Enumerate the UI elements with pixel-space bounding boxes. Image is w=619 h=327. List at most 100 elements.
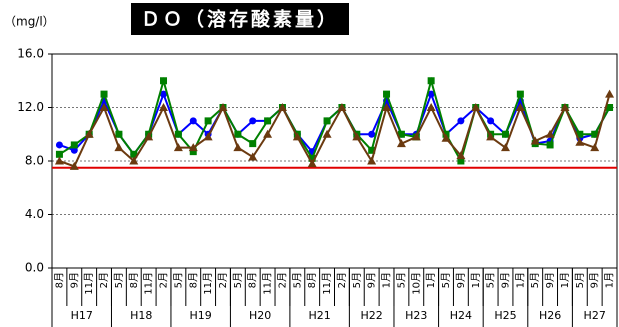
point (605, 89, 615, 98)
series-line (59, 93, 611, 168)
point (84, 129, 94, 138)
point (457, 157, 465, 165)
point (129, 156, 139, 165)
point (307, 159, 317, 168)
point (575, 137, 585, 146)
point (100, 90, 108, 98)
point (218, 103, 228, 111)
point (487, 117, 495, 125)
point (277, 103, 287, 111)
point (233, 143, 243, 152)
x-tick-label: 5月 (113, 272, 125, 288)
x-tick-label: 2月 (158, 272, 170, 288)
point (560, 103, 570, 111)
point (189, 117, 197, 125)
x-tick-label: 8月 (53, 272, 65, 288)
x-tick-label: 11月 (202, 272, 214, 295)
point (606, 104, 614, 111)
point (69, 161, 79, 170)
point (308, 154, 316, 162)
point (546, 141, 554, 149)
point (204, 117, 212, 125)
point (144, 132, 154, 141)
point (516, 90, 524, 98)
point (114, 143, 124, 152)
x-tick-label: 5月 (485, 272, 497, 288)
point (396, 139, 406, 148)
point (264, 117, 272, 125)
group-label: H19 (190, 309, 212, 322)
point (188, 143, 198, 152)
point (160, 77, 168, 85)
x-tick-label: 2月 (276, 272, 288, 288)
point (173, 143, 183, 152)
x-tick-label: 11月 (321, 272, 333, 295)
point (471, 103, 481, 111)
y-tick-label: 8.0 (25, 154, 44, 168)
point (70, 141, 78, 149)
point (427, 90, 435, 98)
point (189, 148, 197, 156)
chart-title: ＤＯ（溶存酸素量） (141, 8, 339, 31)
point (130, 150, 138, 158)
x-tick-label: 9月 (366, 272, 378, 288)
x-tick-label: 5月 (351, 272, 363, 288)
point (292, 132, 302, 141)
group-label: H22 (361, 309, 383, 322)
point (500, 143, 510, 152)
point (337, 103, 347, 111)
point (367, 156, 377, 165)
x-tick-label: 1月 (425, 272, 437, 288)
point (368, 146, 376, 154)
group-label: H21 (308, 309, 330, 322)
point (234, 130, 242, 138)
point (382, 103, 392, 111)
group-label: H27 (584, 309, 606, 322)
x-tick-label: 5月 (440, 272, 452, 288)
point (248, 152, 258, 161)
point (54, 156, 64, 165)
x-tick-label: 8月 (247, 272, 259, 288)
x-tick-label: 5月 (529, 272, 541, 288)
point (590, 143, 600, 152)
point (486, 132, 496, 141)
point (70, 146, 78, 154)
point (159, 103, 169, 111)
group-label: H18 (130, 309, 152, 322)
x-tick-label: 11月 (262, 272, 274, 295)
x-tick-label: 11月 (143, 272, 155, 295)
x-tick-label: 2月 (217, 272, 229, 288)
x-tick-label: 8月 (128, 272, 140, 288)
x-tick-label: 1月 (470, 272, 482, 288)
point (174, 130, 182, 138)
point (352, 132, 362, 141)
point (322, 129, 332, 138)
point (545, 129, 555, 138)
y-tick-label: 12.0 (17, 100, 44, 114)
point (55, 150, 63, 158)
x-tick-label: 2月 (98, 272, 110, 288)
x-tick-label: 11月 (83, 272, 95, 295)
y-tick-label: 16.0 (17, 47, 44, 61)
group-label: H24 (450, 309, 472, 322)
point (397, 130, 405, 138)
point (115, 130, 123, 138)
point (501, 130, 509, 138)
title-box (131, 3, 349, 35)
point (411, 132, 421, 141)
x-tick-label: 5月 (172, 272, 184, 288)
point (457, 117, 465, 125)
point (441, 133, 451, 142)
x-tick-label: 9月 (544, 272, 556, 288)
point (456, 151, 466, 160)
point (383, 90, 391, 98)
x-tick-label: 1月 (381, 272, 393, 288)
series-line (58, 76, 611, 164)
y-tick-label: 0.0 (25, 261, 44, 275)
x-tick-label: 5月 (574, 272, 586, 288)
point (160, 90, 168, 98)
x-tick-label: 8月 (306, 272, 318, 288)
point (323, 117, 331, 125)
group-label: H20 (249, 309, 271, 322)
